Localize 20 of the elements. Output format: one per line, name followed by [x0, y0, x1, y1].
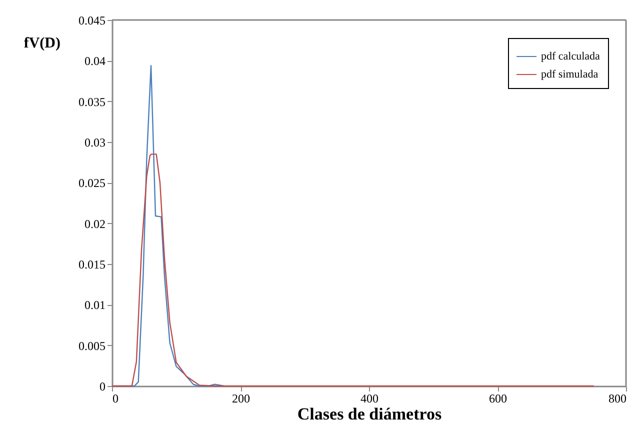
y-tick-label: 0.035 [78, 94, 106, 109]
y-tick-label: 0.04 [84, 54, 106, 68]
y-tick-label: 0.02 [84, 216, 106, 231]
y-tick-label: 0.005 [78, 338, 106, 353]
y-tick-label: 0.01 [84, 298, 106, 312]
y-tick-label: 0.03 [84, 136, 106, 150]
x-tick-label: 200 [232, 392, 250, 406]
x-tick-label: 400 [360, 392, 378, 406]
x-tick-label: 0 [112, 392, 118, 406]
y-tick-label: 0.025 [78, 176, 106, 190]
y-tick-label: 0.015 [78, 258, 106, 272]
legend-label: pdf simulada [541, 68, 598, 80]
y-tick-label: 0 [100, 380, 106, 394]
x-tick-label: 800 [608, 392, 626, 406]
y-tick-label: 0.045 [78, 14, 106, 28]
line-series [111, 154, 594, 387]
legend-label: pdf calculada [541, 50, 600, 62]
y-axis-title: fV(D) [24, 36, 60, 52]
x-tick-label: 600 [489, 392, 507, 406]
x-axis-title: Clases de diámetros [297, 404, 442, 424]
